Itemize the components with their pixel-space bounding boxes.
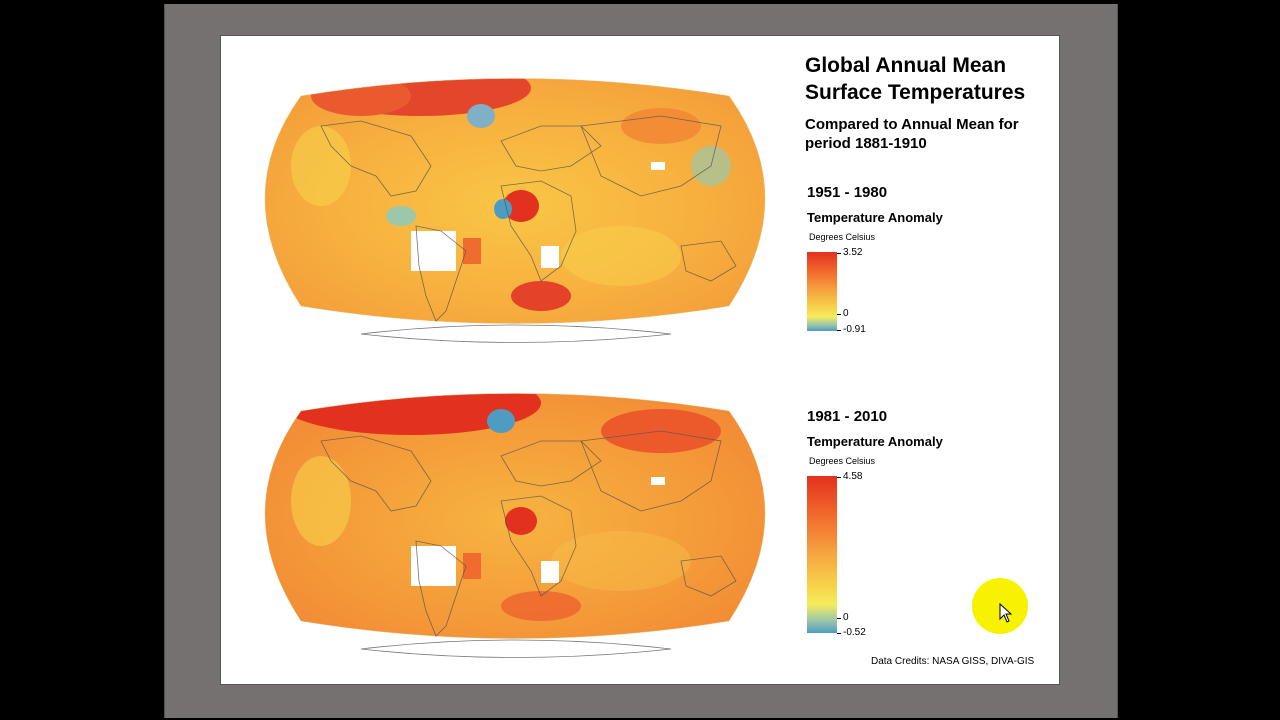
- legend-max-1: 3.52: [836, 247, 863, 258]
- mouse-pointer-icon: [999, 603, 1013, 623]
- period-label-1: 1951 - 1980: [807, 184, 888, 201]
- legend-units-1: Degrees Celsius: [809, 232, 876, 242]
- data-credits: Data Credits: NASA GISS, DIVA-GIS: [871, 656, 1035, 667]
- slide-title: Global Annual Mean Surface Temperatures: [805, 54, 1026, 104]
- legend-min-2: -0.52: [837, 627, 866, 638]
- slide-subtitle: Compared to Annual Mean for period 1881-…: [805, 116, 1019, 152]
- legend-title-2: Temperature Anomaly: [807, 434, 943, 449]
- legend-max-2: 4.58: [836, 471, 863, 482]
- legend-units-2: Degrees Celsius: [809, 456, 876, 466]
- legend-min-1: -0.91: [837, 324, 866, 335]
- color-ramp-2: [807, 476, 837, 633]
- legend-zero-1: 0: [837, 308, 849, 319]
- world-map-1951-1980: [241, 66, 789, 346]
- world-map-1981-2010: [241, 381, 789, 661]
- slide: Global Annual Mean Surface Temperatures …: [220, 35, 1060, 685]
- legend-title-1: Temperature Anomaly: [807, 210, 943, 225]
- period-label-2: 1981 - 2010: [807, 408, 888, 425]
- color-ramp-1: [807, 252, 837, 331]
- legend-zero-2: 0: [837, 612, 849, 623]
